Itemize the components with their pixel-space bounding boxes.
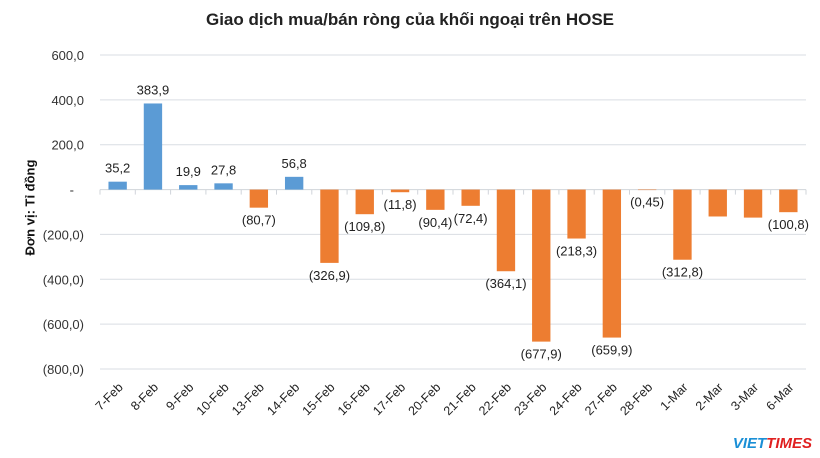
x-tick-label: 15-Feb	[300, 380, 338, 418]
y-tick-label: (600,0)	[43, 317, 84, 332]
bar-10-Feb	[214, 183, 233, 190]
y-tick-label: (800,0)	[43, 362, 84, 377]
bar-13-Feb	[249, 189, 269, 208]
y-tick-label: 600,0	[51, 48, 84, 63]
bar-9-Feb	[179, 185, 198, 190]
bar-16-Feb	[355, 189, 374, 215]
bar-17-Feb	[390, 189, 410, 193]
x-tick-label: 14-Feb	[264, 380, 302, 418]
data-label: (100,8)	[768, 217, 809, 232]
data-label: (364,1)	[485, 276, 526, 291]
bar-8-Feb	[143, 103, 163, 190]
y-tick-label: (400,0)	[43, 272, 84, 287]
bar-7-Feb	[108, 181, 127, 190]
x-tick-label: 27-Feb	[582, 380, 620, 418]
data-label: (312,8)	[662, 265, 703, 280]
x-tick-label: 9-Feb	[163, 380, 196, 413]
bar-21-Feb	[461, 189, 480, 206]
data-label: (11,8)	[384, 197, 417, 212]
bar-1-Mar	[673, 189, 692, 260]
chart-title: Giao dịch mua/bán ròng của khối ngoại tr…	[205, 10, 615, 29]
data-label: 19,9	[176, 164, 201, 179]
bar-2-Mar	[708, 189, 727, 217]
x-tick-label: 2-Mar	[693, 380, 726, 413]
x-tick-label: 3-Mar	[728, 380, 761, 413]
y-tick-label: 200,0	[51, 138, 84, 153]
bar-20-Feb	[426, 189, 445, 210]
y-tick-label: 400,0	[51, 93, 84, 108]
data-label: 27,8	[211, 162, 236, 177]
x-tick-label: 20-Feb	[406, 380, 444, 418]
x-tick-label: 10-Feb	[194, 380, 232, 418]
bar-3-Mar	[743, 189, 763, 218]
x-tick-label: 8-Feb	[128, 380, 161, 413]
x-tick-label: 22-Feb	[476, 380, 514, 418]
data-label: (90,4)	[418, 215, 452, 230]
x-tick-label: 24-Feb	[547, 380, 585, 418]
data-label: (218,3)	[556, 244, 597, 259]
data-label: (677,9)	[521, 347, 562, 362]
y-tick-label: -	[70, 183, 74, 198]
x-tick-label: 23-Feb	[511, 380, 549, 418]
x-tick-label: 17-Feb	[370, 380, 408, 418]
data-label: 56,8	[281, 156, 306, 171]
data-label: (72,4)	[454, 211, 488, 226]
bar-6-Mar	[779, 189, 798, 213]
data-label: 383,9	[137, 82, 170, 97]
x-tick-label: 21-Feb	[441, 380, 479, 418]
viettimes-logo: VIETTIMES	[733, 435, 812, 452]
data-label: (659,9)	[591, 343, 632, 358]
x-tick-label: 7-Feb	[93, 380, 126, 413]
logo-times: TIMES	[766, 435, 812, 452]
logo-viet: VIET	[732, 435, 767, 452]
bar-27-Feb	[602, 189, 622, 338]
bar-15-Feb	[320, 189, 339, 263]
x-tick-label: 13-Feb	[229, 380, 267, 418]
data-label: (0,45)	[630, 195, 664, 210]
bar-24-Feb	[567, 189, 586, 239]
data-label: (80,7)	[242, 213, 276, 228]
data-label: (326,9)	[309, 268, 350, 283]
bar-14-Feb	[284, 176, 304, 190]
data-label: (109,8)	[344, 219, 385, 234]
x-tick-label: 1-Mar	[658, 380, 691, 413]
bar-23-Feb	[532, 189, 551, 342]
data-label: 35,2	[105, 161, 130, 176]
y-tick-label: (200,0)	[43, 227, 84, 242]
bar-28-Feb	[637, 189, 657, 191]
x-tick-label: 28-Feb	[617, 380, 655, 418]
x-tick-label: 16-Feb	[335, 380, 373, 418]
x-tick-label: 6-Mar	[763, 380, 796, 413]
bar-22-Feb	[496, 189, 516, 272]
